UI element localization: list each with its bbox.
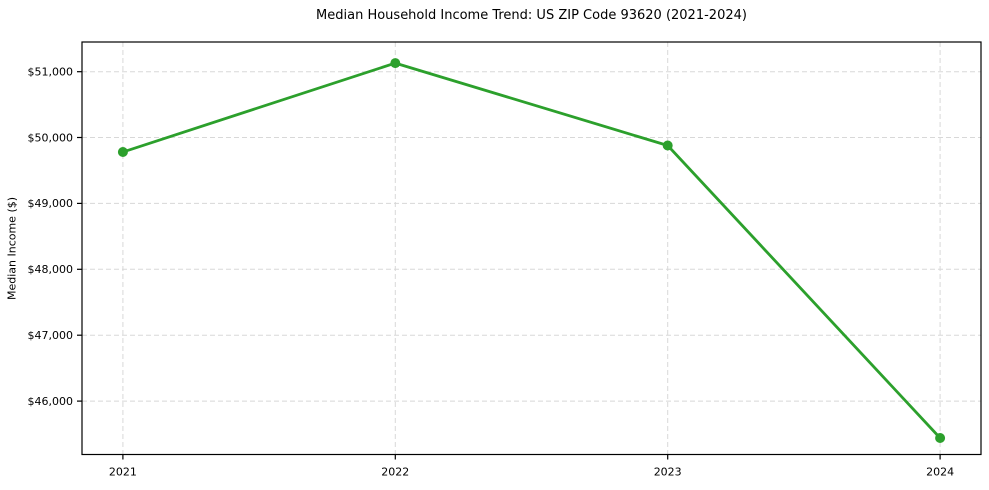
x-tick-label: 2021 <box>109 466 137 479</box>
y-tick-label: $49,000 <box>28 197 74 210</box>
x-tick-label: 2024 <box>926 466 954 479</box>
y-tick-label: $47,000 <box>28 329 74 342</box>
data-point <box>117 147 128 157</box>
data-point <box>390 58 401 69</box>
y-tick-label: $51,000 <box>28 66 74 79</box>
chart-title: Median Household Income Trend: US ZIP Co… <box>316 8 747 23</box>
series-line <box>121 61 942 440</box>
plot-border <box>81 41 982 456</box>
data-point <box>935 433 946 443</box>
y-tick-label: $46,000 <box>28 395 74 408</box>
x-tick-label: 2022 <box>381 466 409 479</box>
x-tick-label: 2023 <box>654 466 682 479</box>
y-tick-label: $50,000 <box>28 131 74 144</box>
data-point <box>662 140 673 151</box>
y-tick-label: $48,000 <box>28 263 74 276</box>
